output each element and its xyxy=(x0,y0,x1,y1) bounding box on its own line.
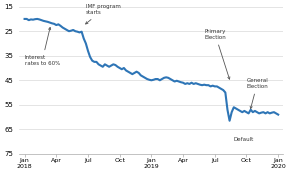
Text: Primary
Election: Primary Election xyxy=(204,29,230,79)
Text: General
Election: General Election xyxy=(246,78,268,109)
Text: IMF program
starts: IMF program starts xyxy=(86,4,121,24)
Text: Default: Default xyxy=(234,137,254,142)
Text: Interest
rates to 60%: Interest rates to 60% xyxy=(24,28,60,66)
